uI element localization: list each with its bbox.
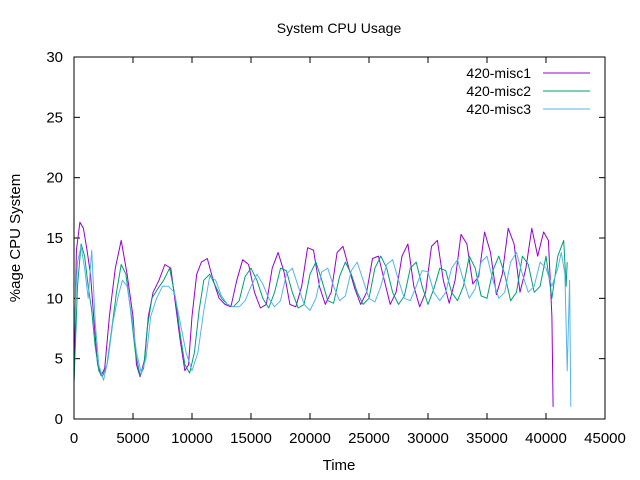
x-tick-label: 20000 — [289, 430, 331, 447]
plot-border — [73, 56, 606, 420]
y-tick-label: 0 — [55, 411, 63, 428]
x-tick-label: 15000 — [230, 430, 272, 447]
y-tick-label: 10 — [46, 290, 63, 307]
legend: 420-misc1 420-misc2 420-misc3 — [466, 65, 590, 117]
x-axis-label: Time — [323, 457, 356, 474]
x-tick-label: 10000 — [171, 430, 213, 447]
series-line-420-misc1 — [73, 221, 554, 407]
y-tick-label: 20 — [46, 170, 63, 187]
x-tick-label: 35000 — [466, 430, 508, 447]
y-axis-label: %age CPU System — [7, 174, 24, 302]
y-tick-label: 25 — [46, 109, 63, 126]
series-line-420-misc3 — [73, 245, 572, 407]
x-tick-label: 25000 — [348, 430, 390, 447]
y-tick-label: 30 — [46, 49, 63, 66]
y-tick-label: 5 — [55, 351, 63, 368]
x-tick-label: 0 — [70, 430, 78, 447]
x-tick-label: 30000 — [407, 430, 449, 447]
series-layer — [73, 221, 572, 407]
chart-title: System CPU Usage — [277, 20, 402, 36]
legend-label: 420-misc2 — [466, 83, 531, 99]
x-tick-label: 45000 — [584, 430, 626, 447]
y-tick-label: 15 — [46, 230, 63, 247]
x-tick-label: 5000 — [116, 430, 149, 447]
legend-label: 420-misc3 — [466, 101, 531, 117]
x-tick-label: 40000 — [525, 430, 567, 447]
axis-ticks: 0 5000 10000 15000 20000 25000 30000 35000 40000… — [46, 49, 626, 447]
legend-label: 420-misc1 — [466, 65, 531, 81]
